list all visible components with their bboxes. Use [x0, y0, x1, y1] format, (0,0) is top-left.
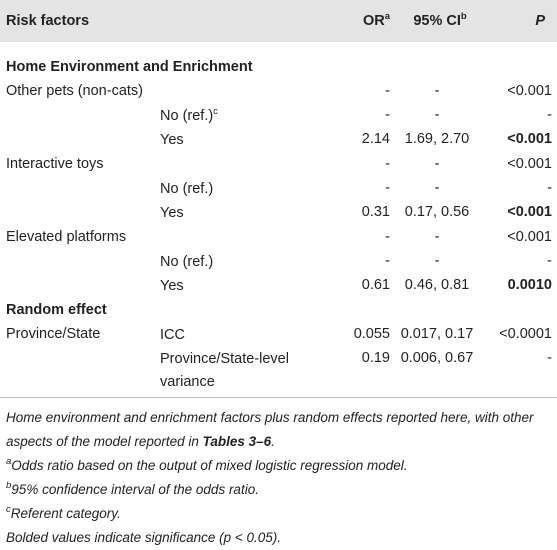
or-value: - [385, 107, 390, 124]
or-value: - [385, 82, 390, 99]
footnote-text: Home environment and enrichment factors … [6, 410, 534, 449]
level: Yes [160, 202, 340, 225]
footnote-text: Referent category. [10, 506, 121, 521]
level-sup: c [213, 106, 218, 118]
footnotes: Home environment and enrichment factors … [6, 406, 555, 550]
level: No (ref.) [160, 251, 340, 274]
ci-value: 0.17, 0.56 [404, 204, 470, 221]
risk-factor: Interactive toys [6, 155, 104, 172]
header-ci: 95% CIb [377, 11, 503, 32]
p-value: - [547, 180, 552, 196]
level-text: ICC [160, 326, 185, 343]
table-bottom-rule [0, 397, 557, 398]
header-or: ORa [363, 11, 390, 32]
level: Province/State-level variance [160, 348, 340, 394]
footnote-bold: Tables 3–6 [202, 434, 272, 449]
level: No (ref.) [160, 178, 340, 201]
or-value: - [385, 155, 390, 172]
header-ci-sup: b [460, 11, 467, 22]
level-text: Yes [160, 205, 184, 222]
ci-value: 0.017, 0.17 [400, 325, 474, 342]
footnote: b95% confidence interval of the odds rat… [6, 478, 555, 502]
p-value: 0.0010 [507, 277, 552, 294]
footnote: aOdds ratio based on the output of mixed… [6, 454, 555, 478]
footnote-sup: b [6, 480, 12, 491]
or-value: 2.14 [361, 131, 390, 148]
footnote-text: 95% confidence interval of the odds rati… [11, 482, 259, 497]
level-text: Yes [160, 132, 184, 149]
or-value: 0.61 [361, 277, 390, 294]
header-band [0, 0, 557, 42]
or-value: - [385, 228, 390, 245]
footnote-sup: a [6, 456, 12, 467]
header-ci-text: 95% CI [413, 13, 461, 29]
or-value: - [385, 252, 390, 269]
level-text: Province/State-level variance [160, 351, 289, 391]
ci-value: - [434, 252, 440, 269]
footnote: Bolded values indicate significance (p <… [6, 526, 555, 550]
ci-value: - [434, 155, 440, 172]
footnote: cReferent category. [6, 502, 555, 526]
risk-factor: Other pets (non-cats) [6, 82, 143, 99]
ci-value: 1.69, 2.70 [404, 131, 470, 148]
ci-value: - [434, 180, 440, 196]
ci-value: 0.006, 0.67 [400, 350, 474, 367]
p-value: <0.001 [507, 131, 552, 148]
p-value: <0.001 [507, 82, 552, 99]
risk-factor: Province/State [6, 325, 101, 342]
or-value: 0.19 [361, 350, 390, 367]
header-p: P [535, 13, 545, 29]
p-value: <0.0001 [499, 325, 552, 342]
footnote: Home environment and enrichment factors … [6, 406, 555, 454]
p-value: - [547, 252, 552, 269]
p-value: - [547, 350, 552, 367]
ci-value: - [434, 107, 440, 124]
level: ICC [160, 324, 340, 347]
or-value: 0.31 [361, 204, 390, 221]
p-value: <0.001 [507, 204, 552, 221]
section-heading: Home Environment and Enrichment [6, 58, 253, 75]
level-text: Yes [160, 278, 184, 295]
p-value: - [547, 107, 552, 124]
level: No (ref.)c [160, 105, 340, 128]
level: Yes [160, 275, 340, 298]
p-value: <0.001 [507, 228, 552, 245]
or-value: 0.055 [353, 325, 390, 342]
footnote-text: Odds ratio based on the output of mixed … [11, 458, 408, 473]
ci-value: 0.46, 0.81 [404, 277, 470, 294]
footnote-sup: c [6, 504, 11, 515]
footnote-after: . [271, 434, 275, 449]
ci-value: - [434, 82, 440, 99]
risk-factor: Elevated platforms [6, 228, 127, 245]
p-value: <0.001 [507, 155, 552, 172]
ci-value: - [434, 228, 440, 245]
or-value: - [385, 180, 390, 196]
header-risk-factors: Risk factors [6, 13, 90, 29]
level-text: No (ref.) [160, 108, 214, 125]
level: Yes [160, 129, 340, 152]
section-heading: Random effect [6, 301, 107, 318]
level-text: No (ref.) [160, 253, 214, 270]
header-or-sup: a [384, 11, 390, 22]
level-text: No (ref.) [160, 181, 214, 197]
footnote-text: Bolded values indicate significance (p <… [6, 530, 282, 545]
header-or-text: OR [362, 13, 385, 29]
